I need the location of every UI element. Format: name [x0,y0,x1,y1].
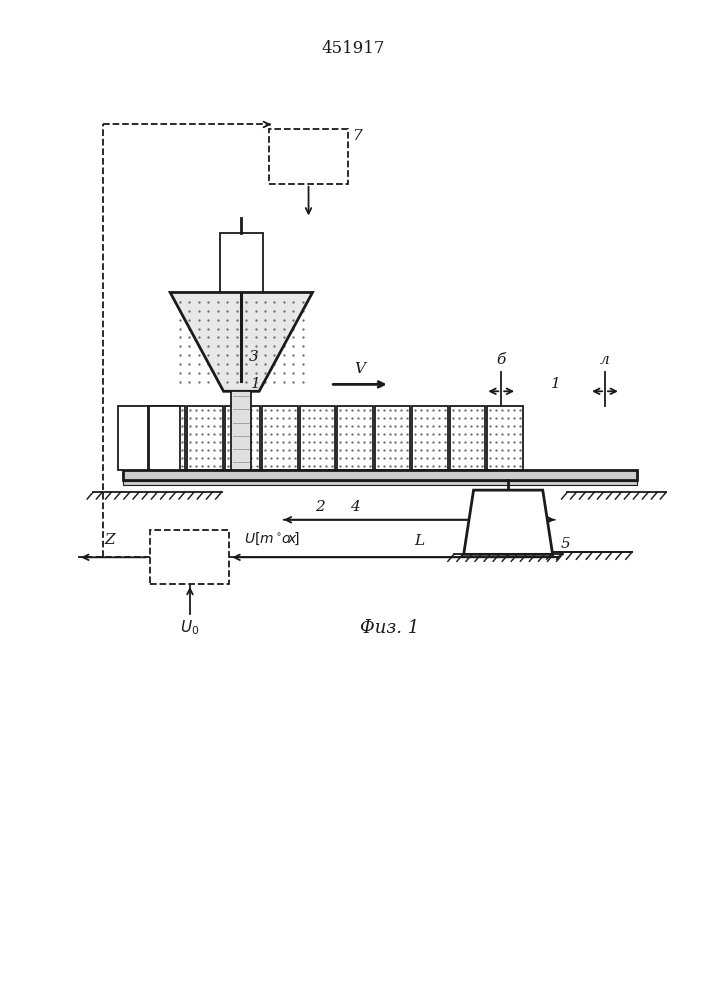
Text: л: л [600,353,610,367]
Bar [300,406,335,470]
Bar [149,406,185,470]
Text: 451917: 451917 [321,40,385,57]
Text: $U[m^\circ\!o\!x\!]$: $U[m^\circ\!o\!x\!]$ [245,531,300,547]
Bar [487,406,523,470]
Bar [262,406,298,470]
Bar [151,530,230,584]
Text: 4: 4 [350,500,360,514]
Bar [412,406,448,470]
Text: Z: Z [105,533,115,547]
Bar [149,406,180,470]
Text: 1: 1 [551,377,561,391]
Bar [220,233,263,292]
Text: 1: 1 [251,377,261,391]
Bar [225,406,260,470]
Text: 3: 3 [250,350,259,364]
Bar [337,406,373,470]
Text: Φиз. 1: Φиз. 1 [360,619,419,637]
Text: 7: 7 [352,129,362,143]
Bar [123,481,636,485]
Text: б: б [496,353,506,367]
Text: V: V [354,362,366,376]
Bar [187,406,223,470]
Bar [231,391,251,470]
Bar [450,406,486,470]
Bar [118,406,148,470]
Text: L: L [414,534,424,548]
Bar [375,406,410,470]
Text: 6: 6 [185,548,196,566]
Text: 5: 5 [561,537,571,551]
Bar [269,129,348,184]
Polygon shape [170,292,312,391]
Polygon shape [464,490,553,554]
Text: $U_0$: $U_0$ [180,619,199,637]
Bar [123,470,636,480]
Text: 2: 2 [315,500,325,514]
